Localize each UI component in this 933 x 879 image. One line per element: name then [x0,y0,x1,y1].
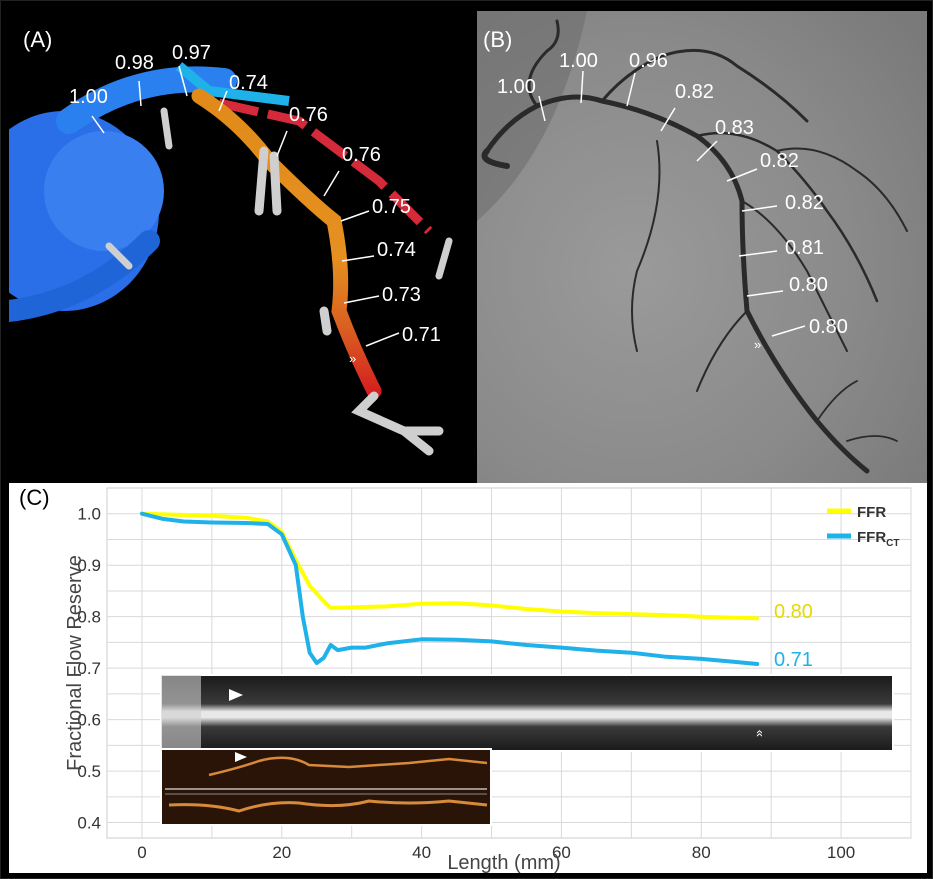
ffrct-annotation: 0.76 [342,144,381,166]
ffrct-annotation: 0.75 [372,196,411,218]
ffrct-annotation: 0.76 [289,104,328,126]
ffrct-annotation: 0.74 [377,239,416,261]
ffrct-annotation: 0.73 [382,284,421,306]
legend-ffrct-label: FFRCT [857,529,900,549]
x-tick-label: 40 [412,843,431,862]
panel-a-ct-model: 1.00 0.98 0.97 0.74 0.76 0.76 0.75 0.74 … [9,11,475,483]
ffr-annotation: 0.80 [789,274,828,296]
angiogram-image: 1.00 1.00 0.96 0.82 0.83 0.82 0.82 0.81 … [477,11,927,483]
panel-b-angiogram: 1.00 1.00 0.96 0.82 0.83 0.82 0.82 0.81 … [477,11,927,483]
x-tick-label: 100 [827,843,855,862]
annotation-leaders [91,65,400,347]
ffr-annotation: 0.81 [785,237,824,259]
ffr-annotation: 0.83 [715,117,754,139]
y-tick-label: 0.5 [77,762,101,781]
y-axis-label: Fractional Flow Reserve [64,555,86,771]
annotation-leaders [538,70,806,337]
oct-pullback-inset [160,748,492,826]
double-chevron-icon: » [349,351,356,366]
double-chevron-icon: » [751,730,766,737]
y-tick-label: 1.0 [77,505,101,524]
legend: FFR FFRCT [827,504,900,549]
series-ffr-line [140,511,760,621]
ct-vessel-inset: » [160,674,894,752]
lad-vessel [191,88,382,399]
ffrct-end-value: 0.71 [774,649,813,671]
ffr-annotation: 0.96 [629,50,668,72]
panel-label: (B) [483,27,513,52]
ffr-annotation: 1.00 [497,76,536,98]
legend-ffr-label: FFR [857,504,886,521]
ffr-line-chart: 0 20 40 60 80 100 0.4 0.5 0.6 0.7 0.8 0.9 1.0 Fracti… [64,487,912,873]
x-tick-label: 80 [692,843,711,862]
x-tick-label: 0 [137,843,146,862]
ffrct-annotation: 0.98 [115,52,154,74]
ffr-annotation: 1.00 [559,50,598,72]
annotation-labels: 1.00 1.00 0.96 0.82 0.83 0.82 0.82 0.81 … [497,50,848,338]
ffrct-annotation: 1.00 [69,86,108,108]
panel-label: (A) [23,27,53,52]
y-tick-label: 0.4 [77,814,101,833]
x-axis-label: Length (mm) [447,852,560,873]
ffrct-annotation: 0.71 [402,324,441,346]
panel-label: (C) [19,485,50,510]
axis-ticks: 0 20 40 60 80 100 0.4 0.5 0.6 0.7 0.8 0.9 1.0 [77,505,855,862]
x-tick-label: 20 [272,843,291,862]
ffr-annotation: 0.82 [675,81,714,103]
ffr-annotation: 0.82 [760,150,799,172]
series-lines [140,511,760,666]
annotation-labels: 1.00 0.98 0.97 0.74 0.76 0.76 0.75 0.74 … [69,42,441,346]
coronary-vessels [481,19,908,474]
ffr-annotation: 0.82 [785,192,824,214]
ffrct-annotation: 0.74 [229,72,268,94]
ffr-end-value: 0.80 [774,601,813,623]
panel-c-chart: (C) 0 20 40 60 80 100 0.4 0.5 0.6 0.7 0.8 0.9 1.0 Fr… [9,483,927,873]
y-tick-label: 0.9 [77,556,101,575]
y-tick-label: 0.7 [77,659,101,678]
arrowhead-icon [229,689,243,701]
y-tick-label: 0.8 [77,608,101,627]
ffrct-annotation: 0.97 [172,42,211,64]
ffr-annotation: 0.80 [809,316,848,338]
arrowhead-icon [235,752,247,762]
ct-model-render: 1.00 0.98 0.97 0.74 0.76 0.76 0.75 0.74 … [9,42,453,456]
x-tick-label: 60 [552,843,571,862]
series-ffrct-line [140,511,760,666]
y-tick-label: 0.6 [77,711,101,730]
double-chevron-icon: » [754,337,761,352]
